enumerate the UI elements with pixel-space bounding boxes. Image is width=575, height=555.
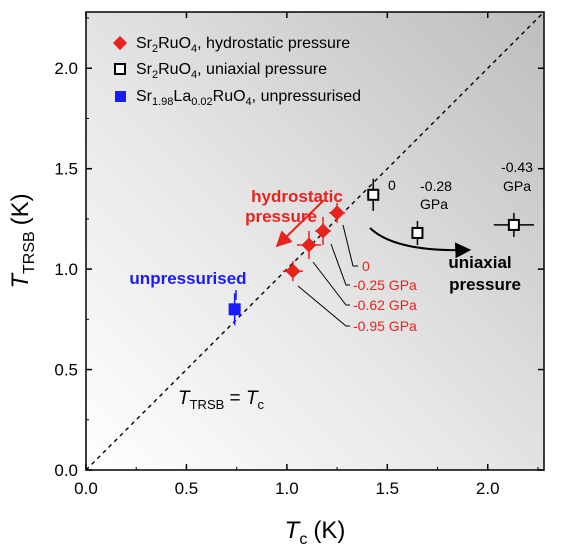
- uniaxial-point-label-0: 0: [388, 177, 396, 193]
- data-point-uniaxial: [507, 218, 520, 231]
- leader-line-025: [330, 243, 350, 286]
- data-point-la-doped: [228, 303, 241, 316]
- legend-entry-uniaxial: Sr2RuO4, uniaxial pressure: [136, 61, 327, 81]
- data-marks: [228, 178, 534, 326]
- x-tick-label: 0.0: [74, 479, 98, 498]
- hydro-point-label-025: -0.25 GPa: [353, 277, 417, 293]
- legend-entry-la-doped: Sr1.98La0.02RuO4, unpressurised: [136, 88, 361, 108]
- data-point-uniaxial: [411, 226, 424, 239]
- hydrostatic-arrow: [275, 199, 325, 248]
- legend: Sr2RuO4, hydrostatic pressure Sr2RuO4, u…: [112, 35, 361, 108]
- y-tick-label: 2.0: [54, 59, 78, 78]
- leader-line-062: [312, 261, 350, 306]
- uniaxial-point-label-028: -0.28: [420, 178, 452, 194]
- data-point-hydrostatic: [301, 237, 317, 253]
- hydrostatic-label-2: pressure: [245, 207, 317, 226]
- diagonal-equation: TTRSB = Tc: [178, 388, 265, 412]
- legend-entry-hydrostatic: Sr2RuO4, hydrostatic pressure: [136, 35, 350, 55]
- x-tick-label: 1.0: [275, 479, 299, 498]
- y-tick-label: 0.0: [54, 461, 78, 480]
- hydro-point-label-095: -0.95 GPa: [353, 318, 417, 334]
- data-point-hydrostatic: [285, 263, 301, 279]
- hydro-point-label-062: -0.62 GPa: [353, 297, 417, 313]
- data-point-uniaxial: [367, 188, 380, 201]
- x-tick-label: 1.5: [375, 479, 399, 498]
- x-tick-label: 0.5: [175, 479, 199, 498]
- y-axis-title: TTRSB(K): [7, 193, 38, 288]
- axis-ticks: 0.0 0.5 1.0 1.5 2.0 0.0 0.5 1.0 1.5 2.0: [54, 12, 544, 498]
- legend-marker-uniaxial: [114, 63, 126, 75]
- uniaxial-point-label-043-unit: GPa: [503, 178, 531, 194]
- x-axis-title: Tc (K): [285, 517, 346, 548]
- unpressurised-label: unpressurised: [129, 269, 246, 288]
- hydrostatic-label: hydrostatic: [251, 187, 343, 206]
- data-point-hydrostatic: [329, 205, 345, 221]
- hydro-point-label-0: 0: [362, 258, 370, 274]
- y-tick-label: 1.5: [54, 160, 78, 179]
- y-tick-label: 1.0: [54, 260, 78, 279]
- leader-line-0: [342, 224, 358, 267]
- plot-frame: [85, 11, 545, 471]
- y-tick-label: 0.5: [54, 361, 78, 380]
- legend-marker-la-doped: [115, 91, 126, 102]
- leader-line-095: [297, 285, 350, 327]
- uniaxial-point-label-028-unit: GPa: [420, 196, 448, 212]
- x-tick-label: 2.0: [476, 479, 500, 498]
- diagonal-line: [85, 11, 545, 471]
- uniaxial-arrow: [369, 227, 472, 259]
- uniaxial-label-2: pressure: [449, 275, 521, 294]
- data-point-hydrostatic: [315, 223, 331, 239]
- uniaxial-label: uniaxial: [448, 253, 511, 272]
- uniaxial-point-label-043: -0.43: [501, 159, 533, 175]
